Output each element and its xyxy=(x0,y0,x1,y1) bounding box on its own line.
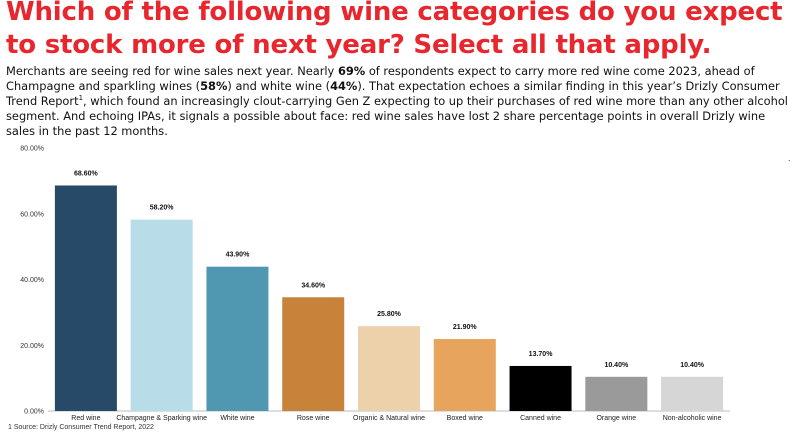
source-footnote: 1 Source: Drizly Consumer Trend Report, … xyxy=(8,424,154,431)
chart-headline: Which of the following wine categories d… xyxy=(6,0,783,60)
y-tick-label: 20.00% xyxy=(20,343,44,350)
intro-text-3: ) and white wine ( xyxy=(227,79,331,93)
data-label: 10.40% xyxy=(604,362,629,369)
stray-mark: . xyxy=(788,153,791,163)
intro-text-5: , which found an increasingly clout-carr… xyxy=(6,94,788,138)
data-label: 21.90% xyxy=(453,324,478,331)
intro-highlight-3: 44% xyxy=(330,79,358,93)
data-label: 43.90% xyxy=(226,252,251,259)
data-label: 58.20% xyxy=(150,205,175,212)
category-label: Organic & Natural wine xyxy=(353,415,425,422)
category-label: Boxed wine xyxy=(447,415,483,422)
bar-rose-wine xyxy=(282,297,345,411)
category-label: Rose wine xyxy=(297,415,330,422)
category-label: White wine xyxy=(220,415,254,422)
bar-red-wine xyxy=(54,185,117,411)
data-label: 34.60% xyxy=(301,282,326,289)
category-label: Non-alcoholic wine xyxy=(663,415,722,422)
bar-canned-wine xyxy=(509,365,572,411)
y-tick-label: 80.00% xyxy=(20,146,44,153)
y-tick-label: 0.00% xyxy=(24,409,44,416)
intro-text-4: ). That expectation echoes a similar fin… xyxy=(6,79,780,108)
data-label: 10.40% xyxy=(680,362,705,369)
bar-white-wine xyxy=(206,266,269,411)
footnote-marker: 1 xyxy=(78,94,84,103)
bar-non-alcoholic-wine xyxy=(661,376,724,411)
bar-chart: 0.00% 20.00% 40.00% 60.00% 80.00% 68.60% Red w… xyxy=(20,146,730,422)
intro-paragraph: Merchants are seeing red for wine sales … xyxy=(6,64,791,139)
category-label: Red wine xyxy=(71,415,100,422)
intro-text-1: Merchants are seeing red for wine sales … xyxy=(6,64,338,78)
intro-highlight-1: 69% xyxy=(337,64,366,78)
category-label: Orange wine xyxy=(596,415,636,422)
y-tick-label: 60.00% xyxy=(20,211,44,218)
data-label: 25.80% xyxy=(377,311,402,318)
y-tick-label: 40.00% xyxy=(20,277,44,284)
bar-organic-natural-wine xyxy=(358,326,420,411)
data-label: 68.60% xyxy=(74,170,99,177)
bar-champagne-sparking-wine xyxy=(130,219,193,411)
bar-boxed-wine xyxy=(433,339,496,411)
category-label: Champagne & Sparking wine xyxy=(116,415,207,422)
category-label: Canned wine xyxy=(520,415,561,422)
intro-highlight-2: 58% xyxy=(200,79,228,93)
intro-text-2: of respondents expect to carry more red … xyxy=(6,64,755,93)
bar-orange-wine xyxy=(585,376,648,411)
data-label: 13.70% xyxy=(529,351,554,358)
